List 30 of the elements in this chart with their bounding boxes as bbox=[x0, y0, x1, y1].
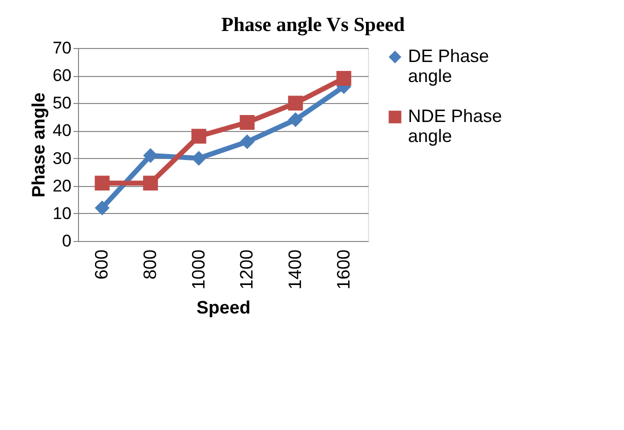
y-tick-label: 40 bbox=[52, 121, 72, 140]
point bbox=[240, 134, 255, 150]
point bbox=[191, 128, 206, 144]
x-tick-label: 1600 bbox=[333, 250, 354, 290]
y-tick-label: 50 bbox=[52, 94, 72, 113]
y-tick-label: 30 bbox=[52, 148, 72, 168]
x-tick-label: 1400 bbox=[285, 250, 305, 290]
x-tick-label: 1200 bbox=[236, 250, 257, 290]
x-axis-title: Speed bbox=[196, 298, 251, 318]
y-tick-label: 0 bbox=[62, 232, 72, 250]
y-tick-label: 60 bbox=[52, 66, 72, 86]
point bbox=[191, 150, 206, 166]
x-tick-label: 600 bbox=[92, 250, 112, 280]
y-axis-title: Phase angle bbox=[28, 92, 49, 198]
point bbox=[288, 96, 303, 111]
y-tick-label: 20 bbox=[52, 176, 72, 196]
point bbox=[288, 112, 303, 128]
point bbox=[143, 148, 158, 163]
point bbox=[240, 115, 255, 130]
y-tick-label: 10 bbox=[52, 204, 72, 223]
point bbox=[94, 200, 110, 216]
x-tick-label: 800 bbox=[140, 250, 160, 280]
legend-label: DE Phase angle bbox=[408, 46, 490, 86]
y-tick-label: 70 bbox=[52, 38, 72, 58]
legend-label: NDE Phase angle bbox=[408, 106, 502, 146]
x-tick-label: 1000 bbox=[188, 250, 208, 290]
point bbox=[143, 176, 158, 191]
point bbox=[94, 176, 110, 191]
chart-title: Phase angle Vs Speed bbox=[221, 14, 405, 36]
point bbox=[336, 70, 352, 86]
